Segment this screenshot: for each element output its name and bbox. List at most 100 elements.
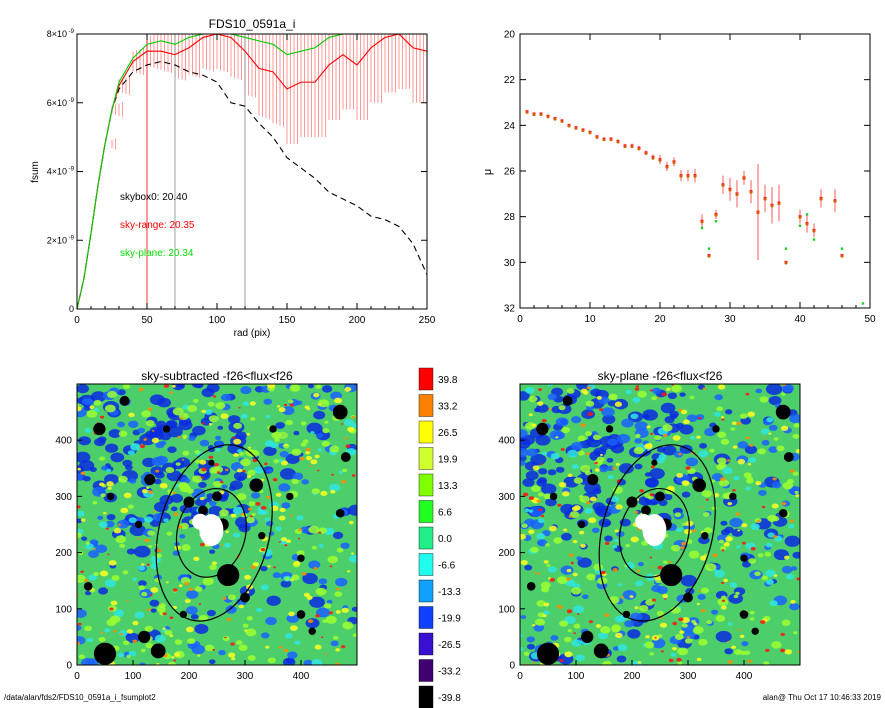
map-noise-blob — [540, 463, 543, 466]
map-noise-blob — [150, 562, 160, 570]
map-noise-blob — [784, 649, 793, 655]
map-noise-blob — [173, 512, 179, 517]
y-tick-exponent: -9 — [69, 167, 75, 173]
y-tick-label: 0 — [509, 661, 515, 672]
map-noise-blob — [159, 482, 168, 489]
map-noise-blob — [283, 403, 288, 407]
map-noise-blob — [597, 632, 608, 640]
map-noise-blob — [227, 594, 237, 601]
map-noise-blob — [634, 510, 639, 514]
map-noise-blob — [681, 541, 687, 546]
map-noise-blob — [781, 501, 787, 506]
map-noise-blob — [768, 432, 772, 435]
map-noise-blob — [727, 640, 730, 643]
map-noise-blob — [634, 438, 643, 444]
map-noise-blob — [141, 488, 148, 494]
map-noise-blob — [579, 530, 585, 535]
map-noise-blob — [676, 472, 684, 478]
colorbar-label: -33.2 — [438, 667, 461, 678]
map-noise-blob — [148, 490, 154, 494]
map-noise-blob — [588, 620, 593, 624]
map-noise-blob — [616, 530, 625, 538]
x-tick-label: 100 — [125, 671, 142, 682]
map-noise-blob — [584, 507, 593, 514]
map-noise-blob — [549, 577, 555, 582]
map-noise-blob — [557, 503, 562, 507]
map-noise-blob — [149, 594, 153, 597]
map-noise-blob — [328, 611, 333, 615]
map-noise-blob — [594, 468, 600, 472]
map-noise-blob — [602, 414, 616, 425]
colorbar-swatch — [418, 447, 434, 470]
map-noise-blob — [573, 632, 577, 635]
y-tick-label: 400 — [55, 436, 72, 447]
map-noise-blob — [318, 531, 322, 534]
map-noise-blob — [731, 421, 737, 426]
map-noise-blob — [577, 613, 580, 615]
map-noise-blob — [284, 577, 290, 581]
map-noise-blob — [77, 624, 82, 631]
map-noise-blob — [746, 476, 753, 481]
map-noise-blob — [217, 425, 224, 430]
map-noise-blob — [201, 422, 205, 425]
data-point — [630, 145, 634, 148]
map-noise-blob — [637, 661, 642, 664]
map-noise-blob — [306, 407, 311, 411]
map-noise-blob — [77, 574, 86, 583]
map-noise-blob — [340, 479, 347, 484]
map-noise-blob — [122, 570, 129, 575]
map-noise-blob — [661, 392, 668, 397]
map-noise-blob — [194, 623, 209, 634]
map-noise-blob — [720, 477, 726, 482]
map-noise-blob — [137, 427, 146, 434]
map-noise-blob — [177, 435, 181, 439]
map-noise-blob — [523, 508, 530, 513]
map-noise-blob — [162, 612, 167, 616]
colorbar-label: 26.5 — [438, 428, 458, 439]
map-noise-blob — [721, 418, 725, 421]
y-tick-label: 2×10 — [47, 235, 67, 245]
map-noise-blob — [174, 639, 183, 645]
map-noise-blob — [725, 409, 733, 415]
masked-source — [605, 425, 614, 433]
map-noise-blob — [165, 581, 169, 584]
map-noise-blob — [654, 435, 662, 441]
map-noise-blob — [634, 606, 639, 610]
map-noise-blob — [782, 384, 794, 393]
map-noise-blob — [232, 436, 236, 439]
map-noise-blob — [727, 501, 733, 506]
map-noise-blob — [670, 652, 677, 657]
map-noise-blob — [307, 384, 315, 389]
map-noise-blob — [521, 523, 528, 528]
map-noise-blob — [137, 565, 146, 571]
map-noise-blob — [155, 553, 162, 558]
map-noise-blob — [610, 496, 620, 503]
map-noise-blob — [195, 498, 207, 507]
map-noise-blob — [656, 586, 668, 594]
map-noise-blob — [718, 479, 730, 487]
map-noise-blob — [528, 496, 535, 501]
x-tick-label: 0 — [517, 314, 523, 325]
map-noise-blob — [651, 396, 657, 401]
masked-source — [217, 563, 240, 587]
map-noise-blob — [228, 652, 236, 658]
map-noise-blob — [278, 407, 286, 413]
aperture-ellipse-outer — [155, 444, 273, 622]
colorbar-label: -19.9 — [438, 614, 461, 625]
x-tick-label: 250 — [419, 315, 436, 326]
map-noise-blob — [267, 565, 271, 568]
map-noise-blob — [233, 438, 242, 445]
map-noise-blob — [205, 497, 212, 503]
map-noise-blob — [621, 418, 634, 428]
map-noise-blob — [230, 642, 235, 646]
map-noise-blob — [586, 386, 591, 390]
map-noise-blob — [560, 447, 565, 451]
y-tick-label: 300 — [55, 492, 72, 503]
map-noise-blob — [147, 407, 153, 411]
map-noise-blob — [146, 486, 150, 489]
panel-b-axes: 0 10 20 30 40 50 20 22 24 26 28 30 32 — [504, 30, 876, 326]
data-point — [595, 136, 599, 139]
map-noise-blob — [538, 508, 543, 512]
map-noise-blob — [723, 578, 728, 583]
masked-source — [212, 491, 222, 502]
